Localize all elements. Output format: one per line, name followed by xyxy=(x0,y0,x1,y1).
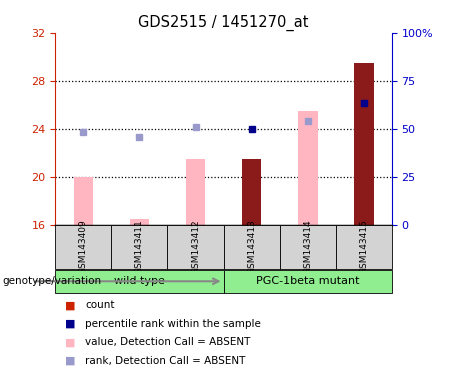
Text: GSM143415: GSM143415 xyxy=(359,219,368,274)
Text: GSM143409: GSM143409 xyxy=(79,219,88,274)
Bar xyxy=(336,225,392,269)
Bar xyxy=(55,225,112,269)
Text: ■: ■ xyxy=(65,356,75,366)
Title: GDS2515 / 1451270_at: GDS2515 / 1451270_at xyxy=(138,15,309,31)
Bar xyxy=(224,270,392,293)
Text: ■: ■ xyxy=(65,300,75,310)
Text: GSM143412: GSM143412 xyxy=(191,219,200,274)
Bar xyxy=(280,225,336,269)
Bar xyxy=(224,225,280,269)
Text: GSM143414: GSM143414 xyxy=(303,219,312,274)
Bar xyxy=(298,111,318,225)
Text: wild type: wild type xyxy=(114,276,165,286)
Bar xyxy=(242,159,261,225)
Text: value, Detection Call = ABSENT: value, Detection Call = ABSENT xyxy=(85,337,251,347)
Bar xyxy=(167,225,224,269)
Bar xyxy=(74,177,93,225)
Text: ■: ■ xyxy=(65,337,75,347)
Text: ■: ■ xyxy=(65,319,75,329)
Text: genotype/variation: genotype/variation xyxy=(2,276,101,286)
Bar xyxy=(354,63,373,225)
Bar xyxy=(55,270,224,293)
Text: PGC-1beta mutant: PGC-1beta mutant xyxy=(256,276,360,286)
Text: GSM143413: GSM143413 xyxy=(247,219,256,274)
Text: percentile rank within the sample: percentile rank within the sample xyxy=(85,319,261,329)
Text: count: count xyxy=(85,300,115,310)
Bar xyxy=(186,159,205,225)
Text: GSM143411: GSM143411 xyxy=(135,219,144,274)
Text: rank, Detection Call = ABSENT: rank, Detection Call = ABSENT xyxy=(85,356,246,366)
Bar xyxy=(130,218,149,225)
Bar xyxy=(112,225,167,269)
